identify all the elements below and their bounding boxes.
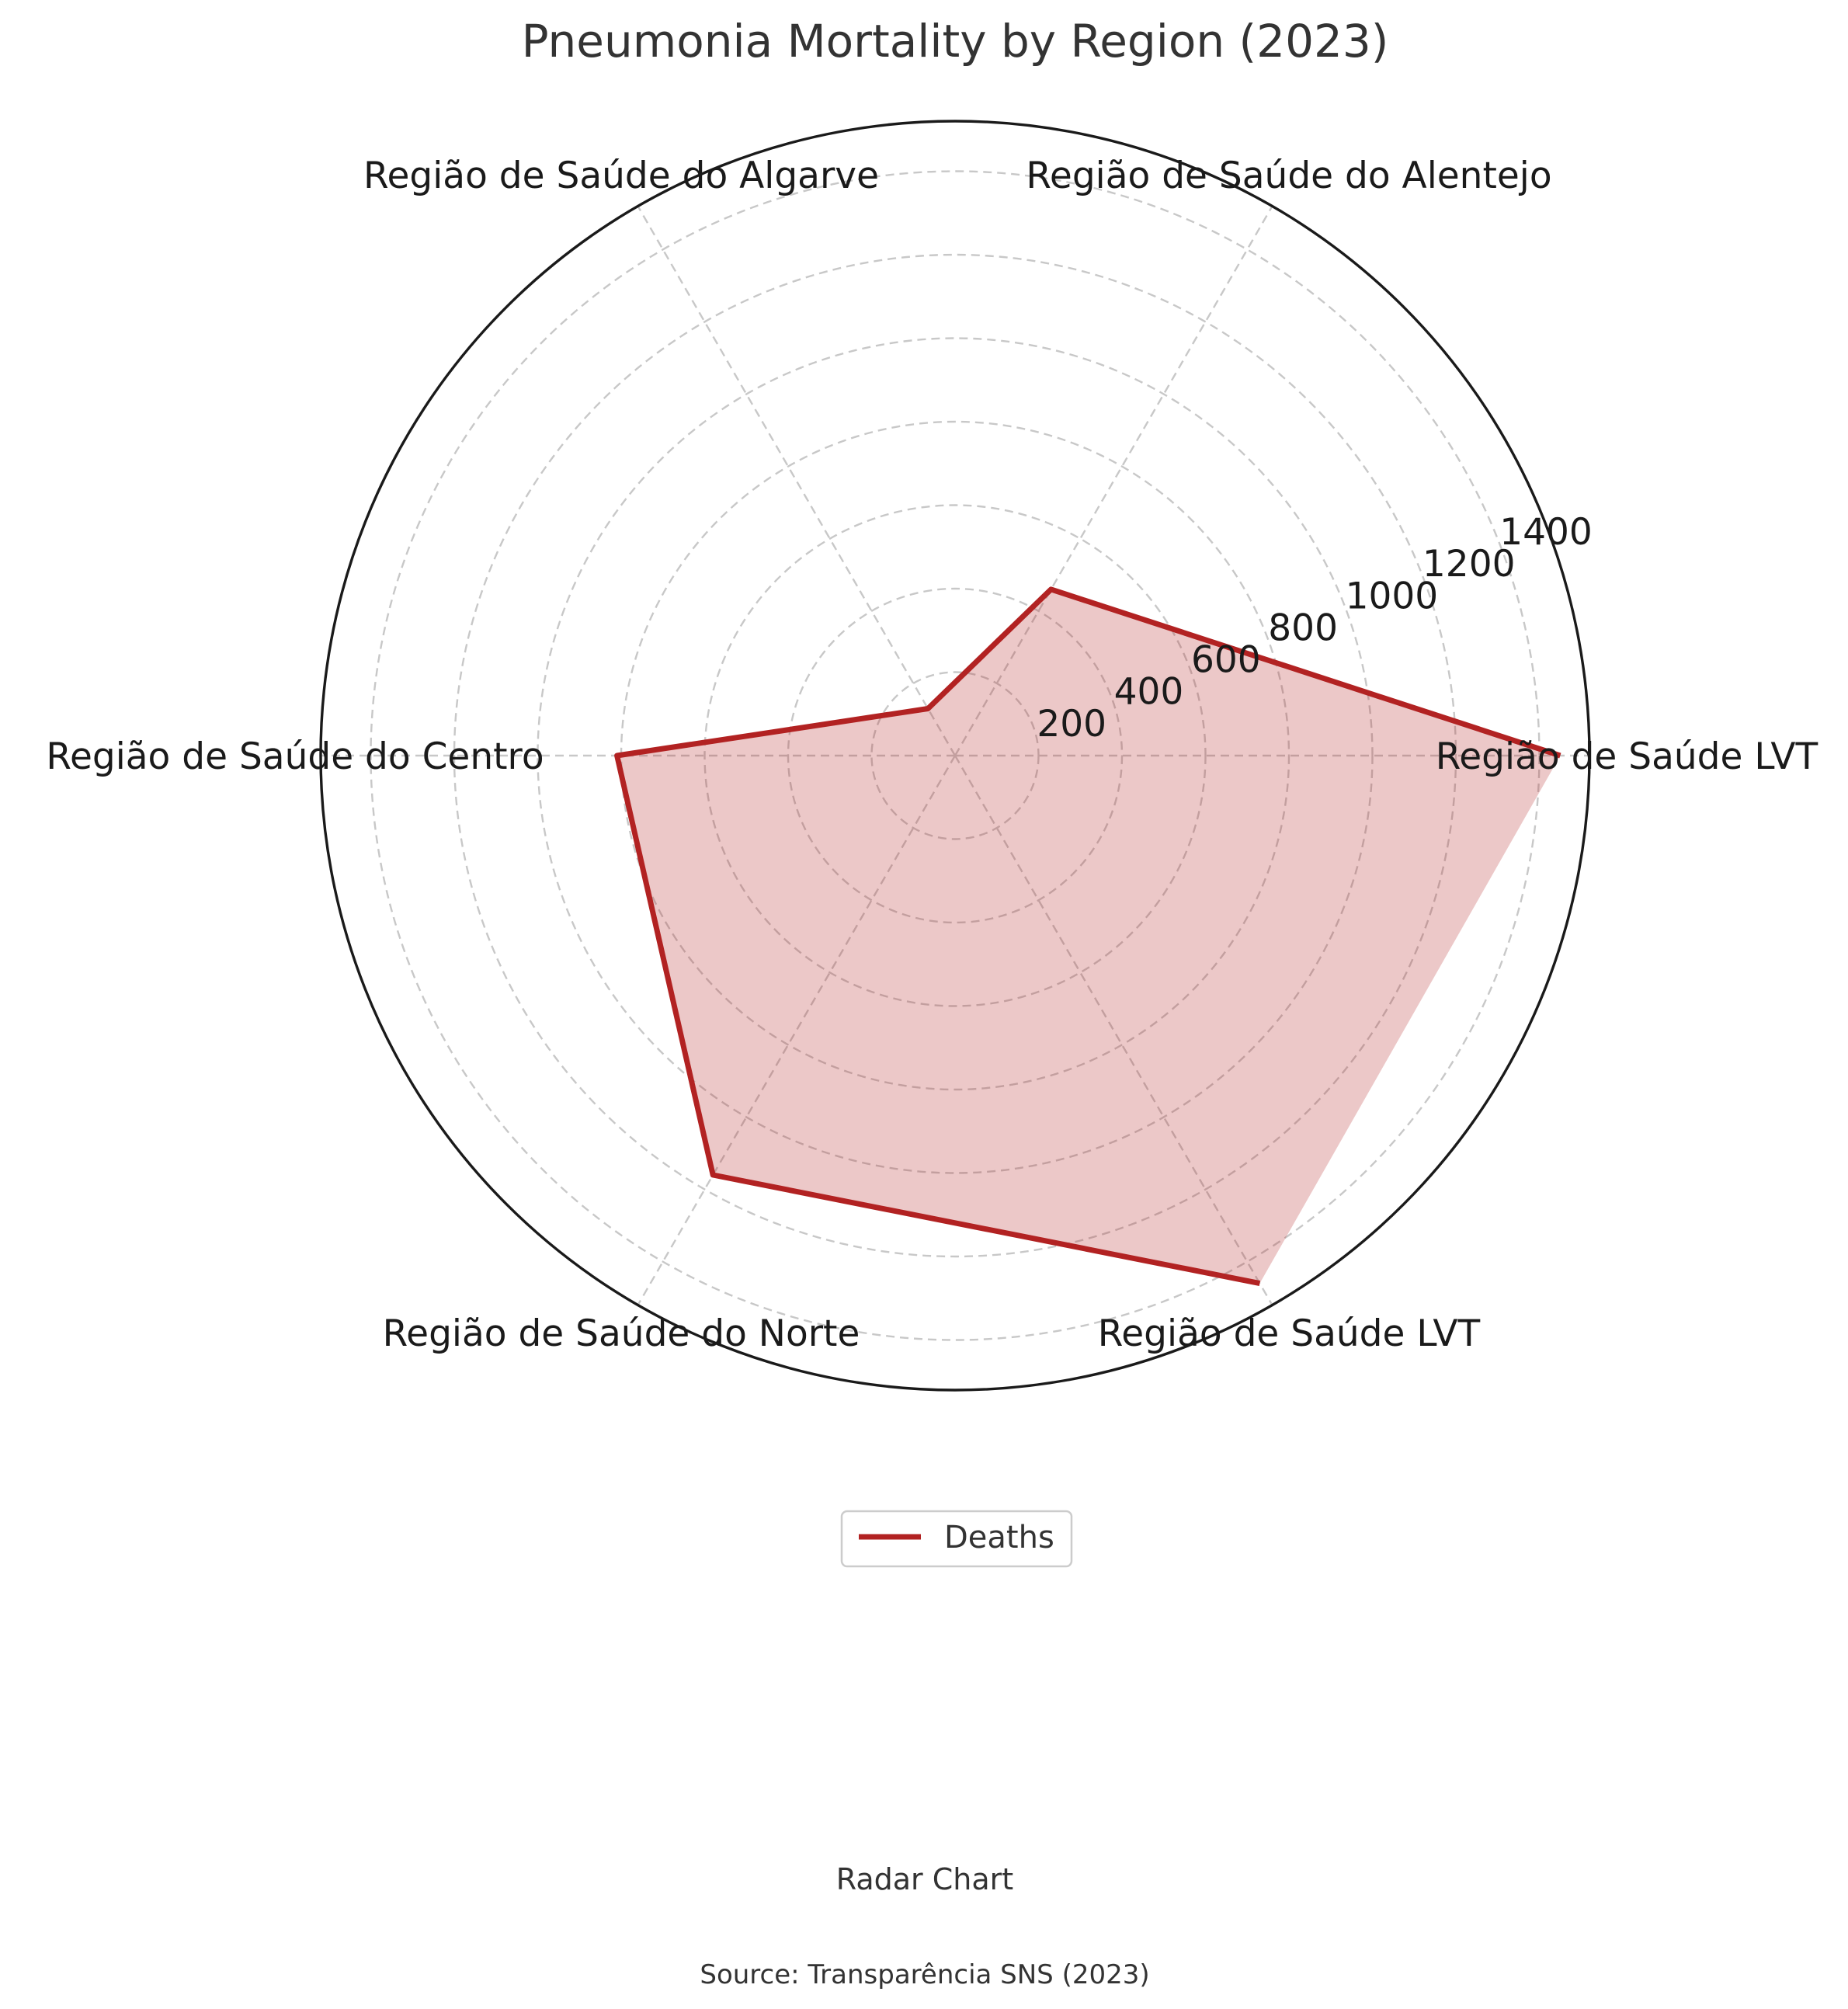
grid-ring-1200 <box>453 253 1457 1258</box>
spoke-5 <box>954 755 1273 1306</box>
radial-tick-1000: 1000 <box>1346 575 1439 617</box>
series-line-0 <box>614 586 1561 1287</box>
spoke-2 <box>637 205 957 756</box>
chart-title: Pneumonia Mortality by Region (2023) <box>522 15 1389 68</box>
radar-grid <box>319 120 1591 1392</box>
legend: Deaths <box>840 1510 1073 1568</box>
radial-tick-800: 800 <box>1268 607 1338 649</box>
axis-label-5: Região de Saúde LVT <box>1098 1312 1481 1355</box>
axis-labels: Região de Saúde LVT Região de Saúde do Al… <box>46 155 1818 1355</box>
axis-label-2: Região de Saúde do Algarve <box>363 155 879 197</box>
legend-box <box>840 1510 1073 1568</box>
grid-ring-600 <box>703 504 1207 1007</box>
radial-tick-1200: 1200 <box>1422 543 1516 586</box>
spoke-4 <box>637 755 957 1306</box>
spoke-1 <box>954 205 1273 756</box>
radial-tick-400: 400 <box>1114 671 1184 714</box>
axis-label-3: Região de Saúde do Centro <box>46 735 544 778</box>
grid-ring-1000 <box>537 337 1374 1174</box>
grid-ring-200 <box>870 671 1040 840</box>
radar-series <box>614 586 1561 1287</box>
radial-tick-1400: 1400 <box>1499 511 1593 554</box>
axis-label-0: Região de Saúde LVT <box>1436 735 1818 778</box>
axis-label-4: Região de Saúde do Norte <box>383 1312 860 1355</box>
outer-ring <box>319 120 1591 1392</box>
axis-label-1: Região de Saúde do Alentejo <box>1026 155 1551 197</box>
grid-ring-1400 <box>370 170 1541 1341</box>
chart-caption: Radar Chart <box>836 1862 1013 1896</box>
radial-tick-200: 200 <box>1037 703 1106 746</box>
source-note: Source: Transparência SNS (2023) <box>700 1959 1149 1990</box>
legend-label-deaths: Deaths <box>944 1520 1054 1555</box>
radial-tick-600: 600 <box>1191 639 1261 682</box>
series-area-0 <box>617 589 1561 1284</box>
grid-ring-400 <box>787 587 1124 924</box>
